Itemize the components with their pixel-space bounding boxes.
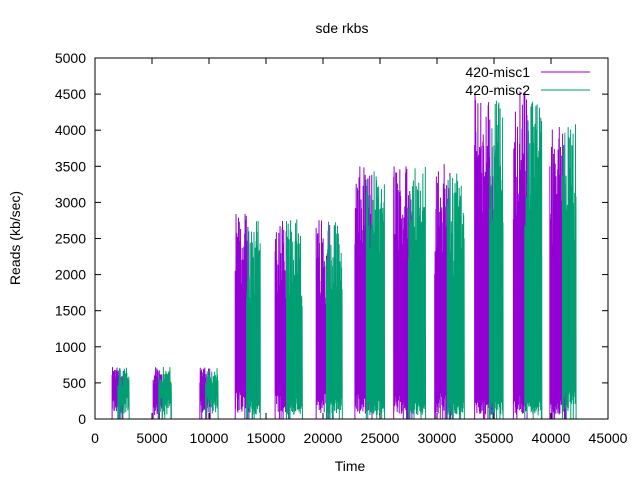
x-tick-label: 20000 (304, 430, 343, 446)
y-tick-label: 4500 (55, 86, 86, 102)
series-burst (446, 173, 465, 420)
series-burst (286, 219, 303, 420)
x-tick-label: 40000 (532, 430, 571, 446)
series-burst (524, 101, 543, 420)
y-axis-label: Reads (kb/sec) (7, 191, 23, 285)
series-burst (512, 91, 528, 420)
series-burst (488, 100, 504, 420)
y-tick-label: 2500 (55, 231, 86, 247)
x-axis-label: Time (335, 458, 366, 474)
x-tick-label: 25000 (361, 430, 400, 446)
y-tick-label: 3500 (55, 158, 86, 174)
series-burst (205, 368, 219, 420)
plot-area (111, 91, 577, 420)
y-tick-label: 1500 (55, 303, 86, 319)
series-burst (325, 221, 343, 420)
chart-title: sde rkbs (316, 20, 369, 36)
y-tick-label: 2000 (55, 267, 86, 283)
y-tick-label: 5000 (55, 50, 86, 66)
x-axis: 0 5000 10000 15000 20000 25000 30000 35000 40000… (91, 58, 628, 446)
x-tick-label: 30000 (418, 430, 457, 446)
x-tick-label: 0 (91, 430, 99, 446)
series-burst (117, 367, 130, 420)
x-tick-label: 45000 (589, 430, 628, 446)
series-burst (246, 220, 261, 420)
y-tick-label: 3000 (55, 194, 86, 210)
legend: 420-misc1 420-misc2 (465, 64, 590, 98)
y-tick-label: 500 (63, 375, 87, 391)
legend-label: 420-misc2 (465, 82, 530, 98)
x-tick-label: 15000 (247, 430, 286, 446)
series-burst (561, 124, 577, 420)
y-axis: 0 500 1000 1500 2000 2500 3000 3500 4000 4500 5000 (55, 50, 608, 427)
x-tick-label: 5000 (136, 430, 167, 446)
legend-label: 420-misc1 (465, 64, 530, 80)
x-tick-label: 10000 (190, 430, 229, 446)
y-tick-label: 1000 (55, 339, 86, 355)
series-burst (408, 166, 427, 420)
series-420-misc2 (117, 100, 577, 420)
series-burst (474, 94, 494, 420)
x-tick-label: 35000 (475, 430, 514, 446)
series-burst (158, 367, 172, 420)
y-tick-label: 0 (78, 411, 86, 427)
series-burst (365, 171, 386, 420)
y-tick-label: 4000 (55, 122, 86, 138)
